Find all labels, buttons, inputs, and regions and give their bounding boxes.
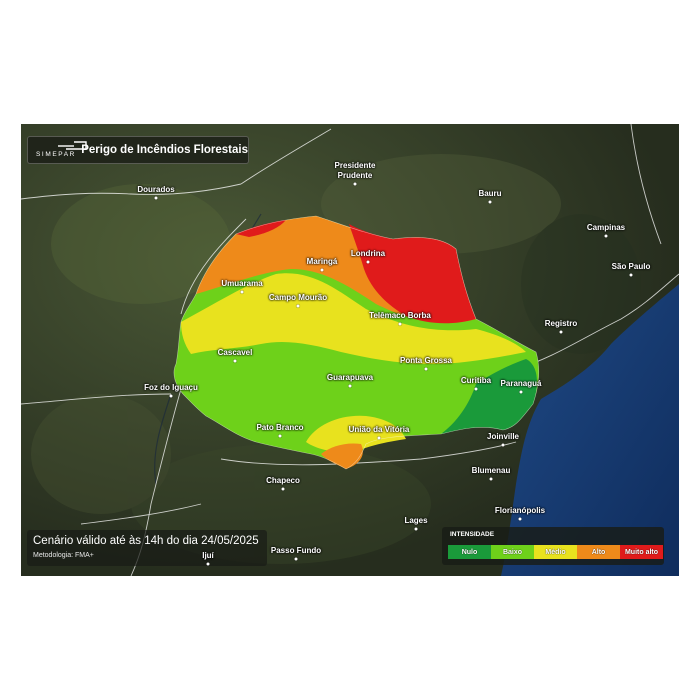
validity-text: Cenário válido até às 14h do dia 24/05/2… — [33, 535, 259, 547]
city-label: Umuarama — [221, 279, 263, 288]
legend-item-baixo: Baixo — [491, 545, 534, 559]
city-marker — [424, 367, 428, 371]
ocean — [501, 284, 679, 576]
city-label: União da Vitória — [348, 425, 410, 434]
city-marker — [366, 260, 370, 264]
city-marker — [489, 477, 493, 481]
city-label: Lages — [404, 516, 428, 525]
city-label: Ponta Grossa — [399, 356, 453, 365]
city-marker — [169, 394, 173, 398]
city-marker — [488, 200, 492, 204]
city-label: Chapeco — [266, 476, 300, 485]
city-label: Londrina — [350, 249, 386, 258]
legend-item-medio: Médio — [534, 545, 577, 559]
city-label: Foz do Iguaçu — [144, 383, 198, 392]
city-label: Paranaguá — [500, 379, 542, 388]
logo-text: SIMEPAR — [36, 151, 76, 158]
city-marker — [206, 562, 210, 566]
city-label: Guarapuava — [326, 373, 374, 382]
city-label: Maringá — [306, 257, 338, 266]
city-label: Telêmaco Borba — [369, 311, 431, 320]
map-view[interactable]: SIMEPAR Perigo de Incêndios Florestais C… — [21, 124, 679, 576]
city-label: Passo Fundo — [270, 546, 322, 555]
city-label: Cascavel — [217, 348, 253, 357]
terrain-texture — [31, 154, 641, 564]
methodology-text: Metodologia: FMA+ — [33, 552, 94, 559]
city-marker — [233, 359, 237, 363]
city-label: Bauru — [478, 189, 502, 198]
city-label: Campo Mourão — [268, 293, 328, 302]
city-label: Florianópolis — [494, 506, 546, 515]
title-panel: SIMEPAR Perigo de Incêndios Florestais — [27, 136, 249, 164]
city-label: Ijuí — [202, 551, 214, 560]
city-marker — [501, 443, 505, 447]
legend: INTENSIDADE Nulo Baixo Médio Alto Muito … — [442, 527, 664, 565]
city-marker — [296, 304, 300, 308]
state-outline — [173, 215, 540, 470]
city-marker — [278, 434, 282, 438]
city-label: Joinville — [486, 432, 520, 441]
city-marker — [240, 290, 244, 294]
city-marker — [518, 517, 522, 521]
borders — [21, 124, 679, 576]
city-label: Blumenau — [471, 466, 511, 475]
city-label: Presidente Prudente — [334, 161, 376, 180]
city-marker — [353, 182, 357, 186]
map-title: Perigo de Incêndios Florestais — [81, 144, 248, 156]
city-marker — [281, 487, 285, 491]
legend-item-nulo: Nulo — [448, 545, 491, 559]
city-marker — [474, 387, 478, 391]
city-marker — [348, 384, 352, 388]
city-marker — [559, 330, 563, 334]
city-marker — [294, 557, 298, 561]
city-marker — [629, 273, 633, 277]
city-marker — [398, 322, 402, 326]
city-label: Dourados — [137, 185, 175, 194]
city-marker — [414, 527, 418, 531]
city-label: Pato Branco — [256, 423, 304, 432]
fire-danger-zones — [173, 216, 539, 469]
basemap — [21, 124, 679, 576]
city-marker — [377, 436, 381, 440]
legend-title: INTENSIDADE — [450, 531, 495, 538]
simepar-logo: SIMEPAR — [28, 137, 87, 163]
legend-item-alto: Alto — [577, 545, 620, 559]
city-marker — [604, 234, 608, 238]
footer-panel: Cenário válido até às 14h do dia 24/05/2… — [27, 530, 267, 566]
city-marker — [320, 268, 324, 272]
city-label: Campinas — [586, 223, 626, 232]
city-label: São Paulo — [611, 262, 651, 271]
city-label: Curitiba — [460, 376, 492, 385]
legend-item-muito-alto: Muito alto — [620, 545, 663, 559]
city-marker — [519, 390, 523, 394]
legend-bar: Nulo Baixo Médio Alto Muito alto — [448, 545, 663, 559]
city-label: Registro — [544, 319, 578, 328]
city-marker — [154, 196, 158, 200]
